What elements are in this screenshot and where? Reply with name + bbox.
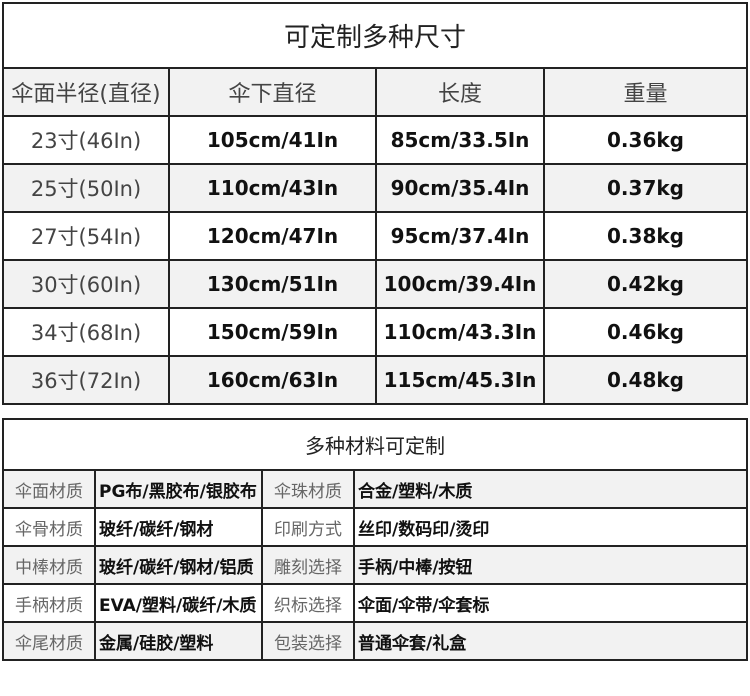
size-cell-radius: 27寸(54In) — [2, 211, 170, 261]
size-cell-length: 100cm/39.4In — [375, 259, 545, 309]
material-value: 金属/硅胶/塑料 — [94, 621, 263, 661]
size-row: 36寸(72In) 160cm/63In 115cm/45.3In 0.48kg — [2, 355, 748, 405]
size-table: 可定制多种尺寸 伞面半径(直径) 伞下直径 长度 重量 23寸(46In) 105… — [2, 2, 748, 405]
size-cell-radius: 30寸(60In) — [2, 259, 170, 309]
material-value: 普通伞套/礼盒 — [353, 621, 748, 661]
size-cell-weight: 0.36kg — [543, 115, 748, 165]
material-label: 中棒材质 — [2, 545, 96, 585]
size-table-title: 可定制多种尺寸 — [2, 2, 748, 69]
header-weight: 重量 — [543, 67, 748, 117]
header-under-diameter: 伞下直径 — [168, 67, 377, 117]
material-value: EVA/塑料/碳纤/木质 — [94, 583, 263, 623]
size-cell-radius: 36寸(72In) — [2, 355, 170, 405]
material-value: 伞面/伞带/伞套标 — [353, 583, 748, 623]
material-label: 手柄材质 — [2, 583, 96, 623]
size-row: 27寸(54In) 120cm/47In 95cm/37.4In 0.38kg — [2, 211, 748, 261]
size-cell-length: 95cm/37.4In — [375, 211, 545, 261]
size-cell-weight: 0.38kg — [543, 211, 748, 261]
material-value: 合金/塑料/木质 — [353, 469, 748, 509]
size-cell-length: 90cm/35.4In — [375, 163, 545, 213]
size-row: 25寸(50In) 110cm/43In 90cm/35.4In 0.37kg — [2, 163, 748, 213]
size-row: 23寸(46In) 105cm/41In 85cm/33.5In 0.36kg — [2, 115, 748, 165]
material-value: 玻纤/碳纤/钢材 — [94, 507, 263, 547]
size-cell-weight: 0.37kg — [543, 163, 748, 213]
material-label: 印刷方式 — [261, 507, 355, 547]
size-cell-under-diameter: 160cm/63In — [168, 355, 377, 405]
header-canopy-radius: 伞面半径(直径) — [2, 67, 170, 117]
material-row: 伞骨材质 玻纤/碳纤/钢材 印刷方式 丝印/数码印/烫印 — [2, 507, 748, 547]
size-cell-under-diameter: 150cm/59In — [168, 307, 377, 357]
material-label: 伞面材质 — [2, 469, 96, 509]
material-row: 手柄材质 EVA/塑料/碳纤/木质 织标选择 伞面/伞带/伞套标 — [2, 583, 748, 623]
size-row: 30寸(60In) 130cm/51In 100cm/39.4In 0.42kg — [2, 259, 748, 309]
size-cell-length: 85cm/33.5In — [375, 115, 545, 165]
size-cell-radius: 25寸(50In) — [2, 163, 170, 213]
material-label: 雕刻选择 — [261, 545, 355, 585]
material-label: 伞骨材质 — [2, 507, 96, 547]
material-label: 伞尾材质 — [2, 621, 96, 661]
header-length: 长度 — [375, 67, 545, 117]
material-label: 织标选择 — [261, 583, 355, 623]
size-cell-radius: 34寸(68In) — [2, 307, 170, 357]
size-cell-length: 115cm/45.3In — [375, 355, 545, 405]
size-cell-radius: 23寸(46In) — [2, 115, 170, 165]
materials-table: 多种材料可定制 伞面材质 PG布/黑胶布/银胶布 伞珠材质 合金/塑料/木质 伞骨材质玻… — [2, 418, 748, 661]
material-label: 包装选择 — [261, 621, 355, 661]
size-row: 34寸(68In) 150cm/59In 110cm/43.3In 0.46kg — [2, 307, 748, 357]
materials-table-title: 多种材料可定制 — [2, 418, 748, 471]
size-cell-under-diameter: 120cm/47In — [168, 211, 377, 261]
size-cell-length: 110cm/43.3In — [375, 307, 545, 357]
material-value: 玻纤/碳纤/钢材/铝质 — [94, 545, 263, 585]
size-cell-under-diameter: 105cm/41In — [168, 115, 377, 165]
material-row: 伞尾材质 金属/硅胶/塑料 包装选择 普通伞套/礼盒 — [2, 621, 748, 661]
material-value: PG布/黑胶布/银胶布 — [94, 469, 263, 509]
material-row: 中棒材质 玻纤/碳纤/钢材/铝质 雕刻选择 手柄/中棒/按钮 — [2, 545, 748, 585]
size-cell-weight: 0.42kg — [543, 259, 748, 309]
size-cell-weight: 0.46kg — [543, 307, 748, 357]
size-cell-under-diameter: 110cm/43In — [168, 163, 377, 213]
material-label: 伞珠材质 — [261, 469, 355, 509]
size-cell-under-diameter: 130cm/51In — [168, 259, 377, 309]
material-value: 手柄/中棒/按钮 — [353, 545, 748, 585]
size-cell-weight: 0.48kg — [543, 355, 748, 405]
material-row: 伞面材质 PG布/黑胶布/银胶布 伞珠材质 合金/塑料/木质 — [2, 469, 748, 509]
material-value: 丝印/数码印/烫印 — [353, 507, 748, 547]
